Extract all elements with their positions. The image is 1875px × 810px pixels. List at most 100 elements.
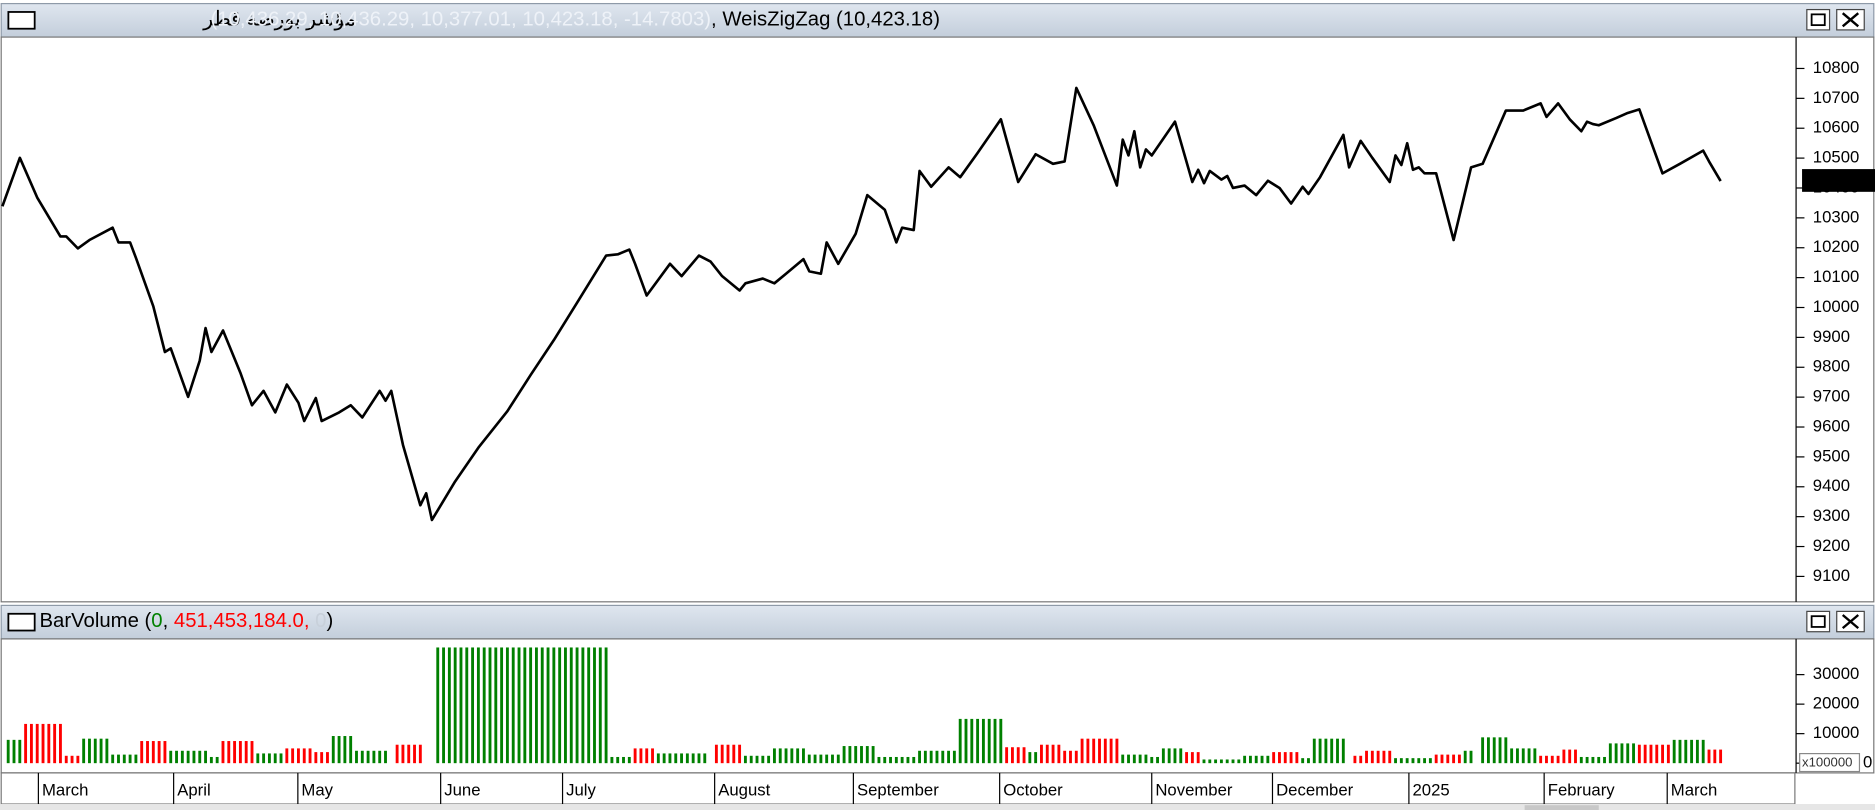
volume-bar [1208, 759, 1212, 764]
volume-bar [1533, 748, 1537, 764]
volume-bar [140, 741, 144, 764]
volume-bar [691, 753, 695, 764]
volume-bar [18, 739, 22, 764]
scroll-thumb[interactable] [1524, 805, 1599, 810]
volume-bar [616, 756, 620, 764]
volume-bar [1022, 747, 1026, 764]
volume-bar [761, 755, 765, 764]
volume-bar [604, 647, 608, 764]
volume-bar [633, 748, 637, 764]
multiplier-box [1799, 752, 1861, 773]
volume-bar [355, 750, 358, 764]
volume-bar [807, 754, 811, 764]
volume-bar [819, 754, 823, 764]
volume-bar [1597, 756, 1601, 764]
volume-bar [384, 750, 387, 764]
y-tick-label: 9300 [1813, 506, 1850, 525]
panel-icon [7, 612, 36, 632]
volume-bar [1556, 755, 1560, 764]
volume-bar [511, 647, 515, 764]
x-tick-label: September [857, 780, 939, 799]
volume-bar [186, 750, 190, 764]
volume-bar [273, 753, 277, 764]
volume-bar [732, 744, 736, 764]
volume-bar [517, 647, 521, 764]
volume-bar [1283, 752, 1287, 764]
volume-bar [889, 756, 892, 764]
volume-bar [169, 750, 173, 764]
volume-bar [1069, 750, 1072, 764]
volume-bar [1353, 755, 1357, 764]
volume-bar [1173, 748, 1177, 764]
maximize-button[interactable] [1806, 8, 1831, 31]
volume-bar [250, 741, 254, 764]
volume-bar [215, 756, 219, 764]
volume-bar [337, 736, 341, 764]
y-tick-label: 9800 [1813, 357, 1850, 376]
volume-bar [105, 738, 109, 764]
volume-bar [1632, 743, 1635, 764]
volume-bar [227, 741, 231, 764]
volume-bar [401, 744, 405, 764]
volume-bar [1359, 755, 1363, 764]
volume-bar [947, 750, 951, 764]
volume-bar [320, 752, 324, 764]
volume-bar [302, 748, 306, 764]
volume-bar [53, 723, 57, 764]
volume-bar [64, 755, 68, 764]
volume-bar [233, 741, 237, 764]
volume-bar [1063, 750, 1067, 764]
y-tick-label: 10200 [1813, 237, 1860, 256]
volume-bar [395, 744, 399, 764]
y-tick-label: 10000 [1813, 723, 1860, 742]
volume-bar [1115, 738, 1119, 764]
volume-bar [279, 753, 283, 764]
volume-bar [1684, 739, 1688, 764]
volume-bar [1243, 755, 1247, 764]
volume-bar [877, 756, 881, 764]
volume-bar [685, 753, 689, 764]
volume-bar [970, 718, 974, 764]
scrollbar[interactable] [0, 804, 1875, 810]
volume-bar [784, 748, 788, 764]
volume-bar [894, 756, 898, 764]
volume-bar [1370, 750, 1374, 764]
volume-bar [656, 753, 660, 764]
volume-bar [35, 723, 39, 764]
volume-bar [308, 748, 312, 764]
maximize-icon [1810, 615, 1826, 628]
volume-bar [88, 738, 91, 764]
volume-bar [1138, 754, 1142, 764]
volume-bar [703, 753, 707, 764]
volume-bar [1690, 739, 1694, 764]
volume-bar [1237, 759, 1241, 764]
volume-bar [1010, 747, 1014, 764]
volume-bar [267, 753, 271, 764]
volume-bar [1423, 758, 1427, 764]
volume-bar [209, 756, 213, 764]
volume-bar [297, 748, 300, 764]
volume-bar [1666, 744, 1670, 764]
volume-bar [122, 754, 126, 764]
volume-bar [1504, 737, 1508, 764]
volume-bar [1330, 738, 1334, 764]
volume-bar [505, 647, 509, 764]
volume-bar [645, 748, 649, 764]
x-tick-label: June [444, 780, 480, 799]
volume-bar [1121, 754, 1125, 764]
volume-bar [976, 718, 980, 764]
maximize-button[interactable] [1806, 610, 1831, 633]
volume-bar [1678, 739, 1682, 764]
volume-bar [1144, 754, 1148, 764]
volume-bar [651, 748, 654, 764]
volume-bar [1040, 744, 1043, 764]
volume-bar [755, 755, 759, 764]
volume-bar [1434, 754, 1438, 764]
volume-bar [1388, 750, 1392, 764]
volume-bar [1713, 749, 1717, 764]
volume-bar [906, 756, 910, 764]
x-tick-label: November [1155, 780, 1233, 799]
volume-bar [1603, 756, 1606, 764]
volume-bar [999, 718, 1003, 764]
